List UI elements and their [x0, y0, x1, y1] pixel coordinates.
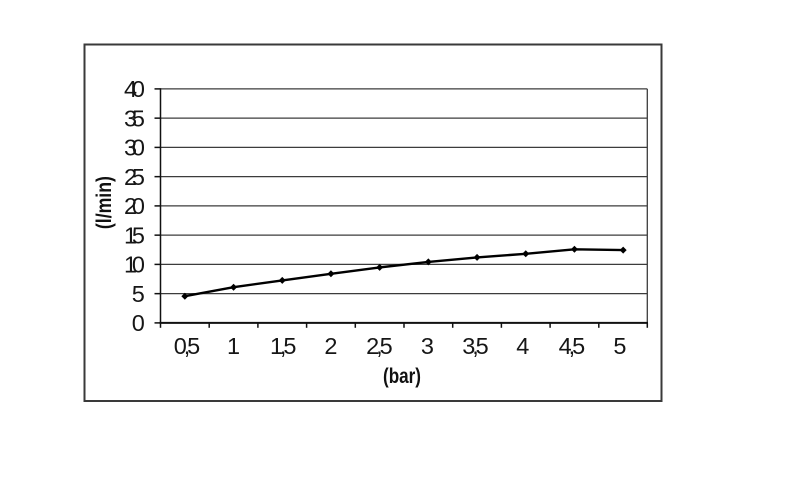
svg-text:20: 20 — [124, 193, 145, 219]
svg-text:0: 0 — [132, 310, 145, 336]
svg-text:3,5: 3,5 — [462, 333, 489, 359]
svg-text:40: 40 — [124, 76, 145, 102]
svg-text:30: 30 — [124, 135, 145, 161]
svg-text:5: 5 — [613, 333, 626, 359]
svg-text:10: 10 — [124, 252, 145, 278]
svg-text:5: 5 — [132, 281, 145, 307]
svg-text:3: 3 — [421, 333, 434, 359]
svg-text:4,5: 4,5 — [559, 333, 586, 359]
svg-text:15: 15 — [124, 222, 145, 248]
svg-text:(l/min): (l/min) — [93, 176, 116, 229]
svg-text:(bar): (bar) — [383, 365, 421, 388]
svg-text:25: 25 — [124, 164, 145, 190]
svg-text:4: 4 — [516, 333, 529, 359]
svg-text:0,5: 0,5 — [174, 333, 201, 359]
svg-text:1: 1 — [227, 333, 240, 359]
svg-text:1,5: 1,5 — [270, 333, 297, 359]
svg-text:2: 2 — [324, 333, 337, 359]
svg-text:35: 35 — [124, 105, 145, 131]
svg-text:2,5: 2,5 — [366, 333, 393, 359]
